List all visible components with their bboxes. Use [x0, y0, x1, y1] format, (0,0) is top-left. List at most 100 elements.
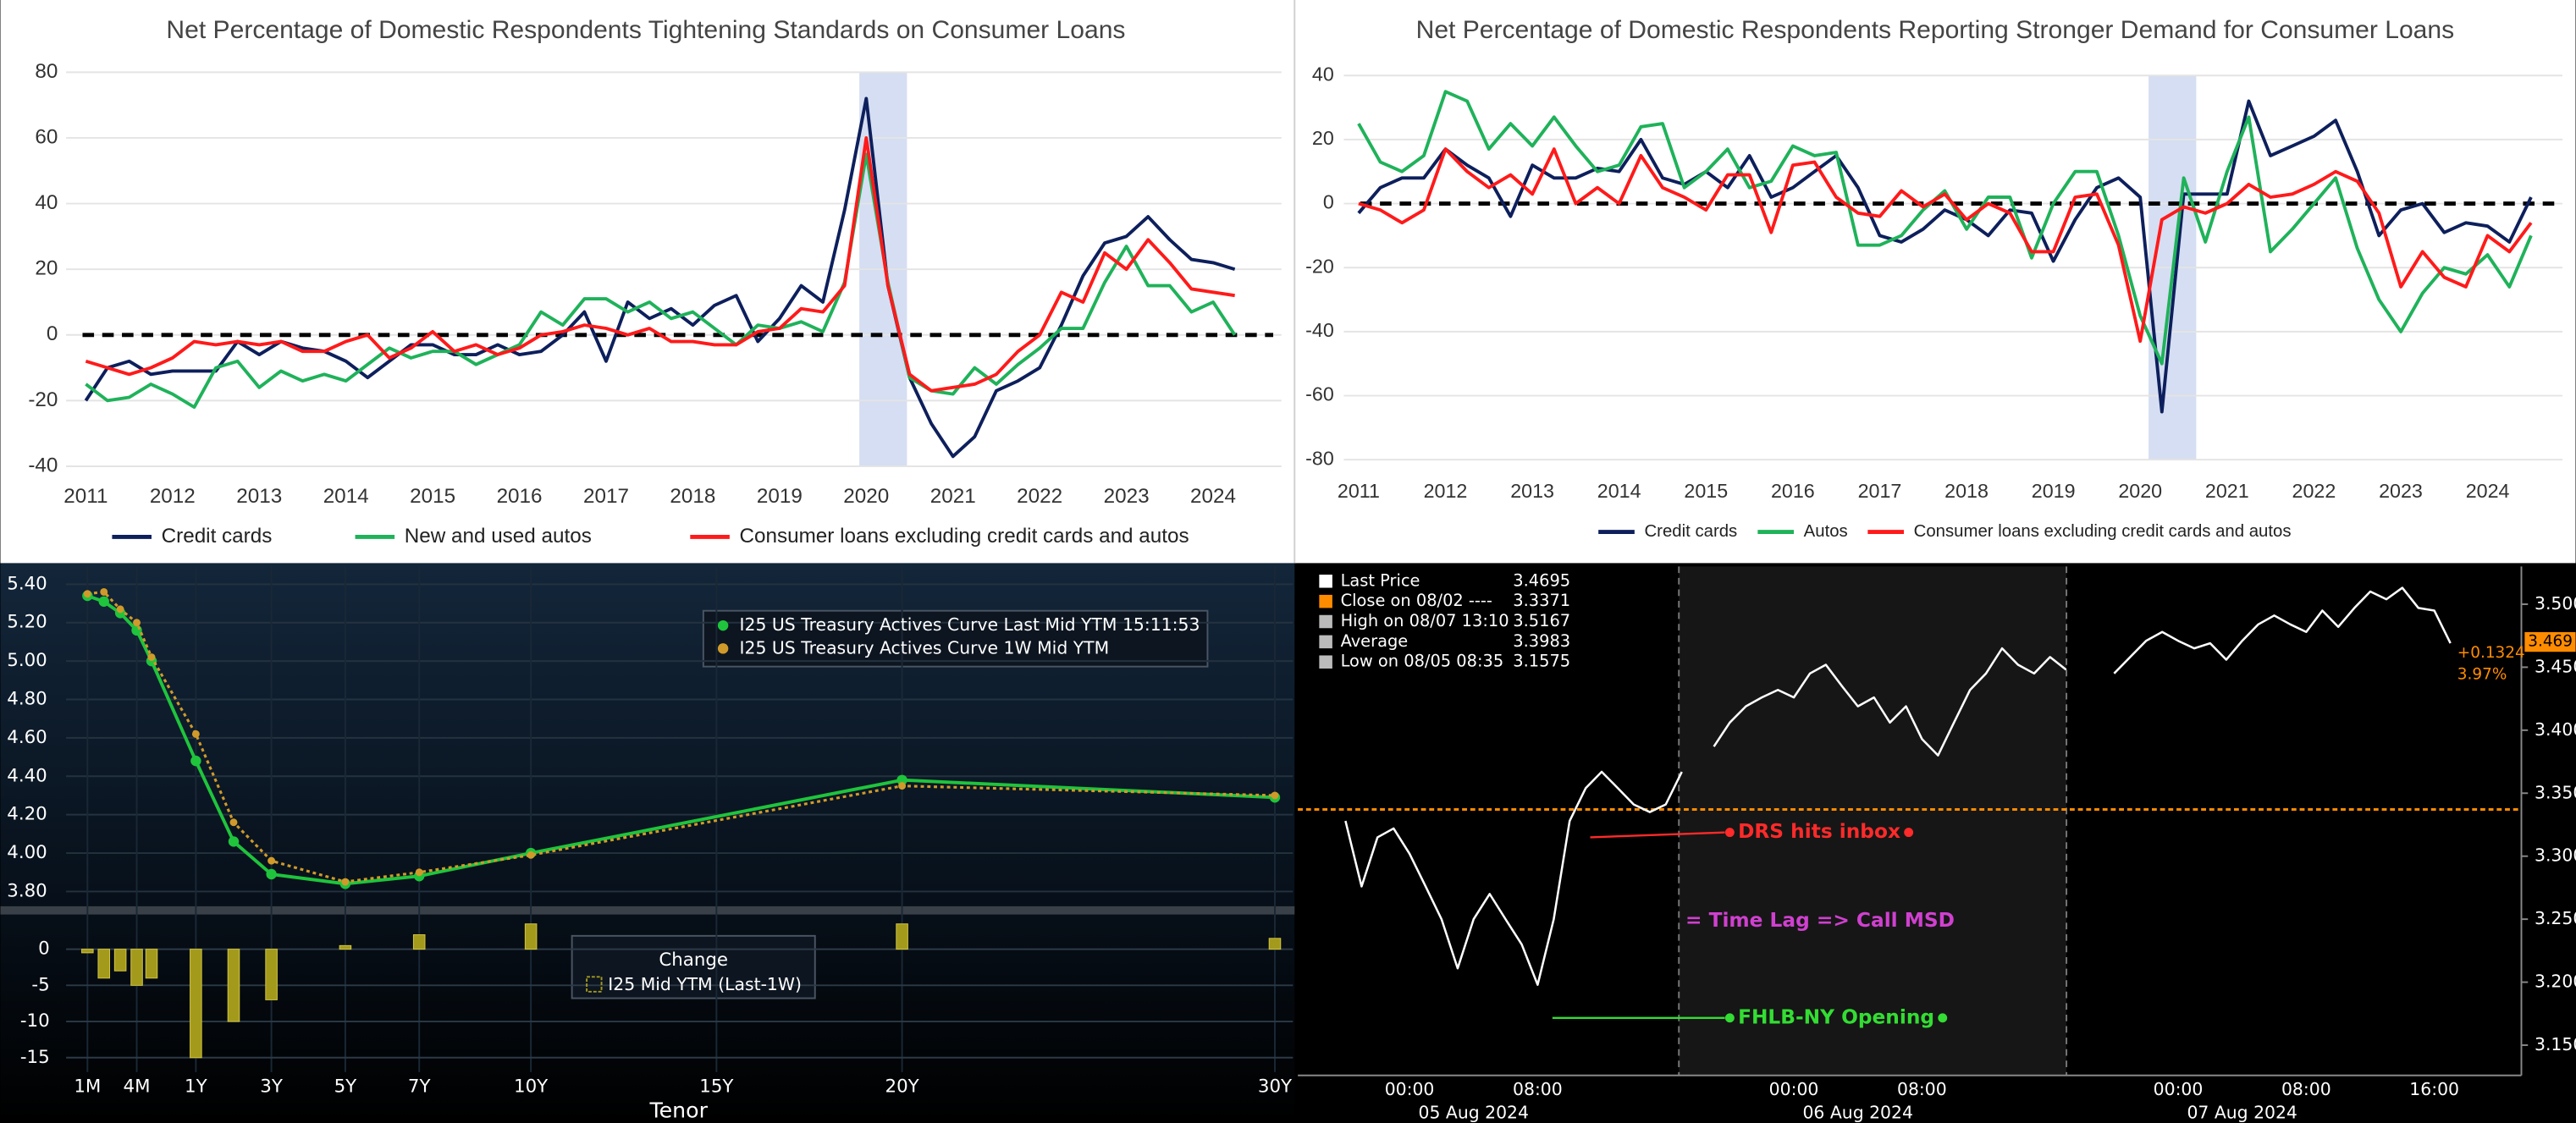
x-tick-label: 2017 — [1858, 480, 1902, 502]
y-tick-label: 3.500 — [2535, 593, 2576, 614]
point — [1271, 791, 1279, 800]
point — [147, 653, 156, 662]
bar — [1268, 938, 1282, 950]
x-tick-label: 08:00 — [1897, 1079, 1947, 1099]
bar — [524, 923, 538, 950]
y-tick-label: -15 — [20, 1047, 50, 1068]
legend-label: Credit cards — [1644, 522, 1737, 541]
y-tick-label: 3.80 — [7, 880, 47, 901]
chart-title: Net Percentage of Domestic Respondents T… — [166, 16, 1125, 44]
y-tick-label: 5.00 — [7, 650, 47, 671]
y-tick-label: 20 — [35, 257, 58, 280]
x-tick-label: 20Y — [885, 1076, 920, 1097]
legend-value: 3.5167 — [1513, 611, 1570, 630]
x-tick-label: 2015 — [410, 485, 455, 508]
legend-label: High on 08/07 13:10 — [1341, 611, 1509, 630]
x-tick-label: 2016 — [497, 485, 543, 508]
point — [98, 596, 109, 607]
annotation: DRS hits inbox — [1738, 820, 1900, 843]
point — [116, 605, 124, 614]
y-tick-label: -20 — [28, 388, 58, 411]
annotation: = Time Lag => Call MSD — [1685, 909, 1955, 932]
y-tick-label: 0 — [38, 939, 50, 960]
x-tick-label: 2012 — [150, 485, 196, 508]
point — [229, 818, 238, 827]
point — [341, 878, 350, 886]
x-tick-label: 4M — [124, 1076, 151, 1097]
legend-label: Credit cards — [162, 525, 273, 548]
point — [228, 836, 240, 847]
point — [266, 868, 277, 880]
top-background — [0, 0, 2576, 564]
point — [898, 782, 907, 790]
point — [896, 774, 907, 786]
panel-separator — [0, 906, 1295, 915]
legend-swatch — [1319, 635, 1332, 649]
bar — [113, 949, 127, 972]
bar — [265, 949, 278, 1000]
y-tick-label: 0 — [1323, 191, 1334, 213]
y-tick-label: -5 — [31, 974, 49, 995]
point — [190, 755, 201, 767]
series-line — [1713, 647, 2067, 757]
date-label: 05 Aug 2024 — [1419, 1102, 1529, 1122]
y-tick-label: 60 — [35, 125, 58, 148]
x-tick-label: 08:00 — [1513, 1079, 1563, 1099]
x-tick-label: 2021 — [2205, 480, 2249, 502]
annotation-arrow — [1590, 831, 1725, 839]
y-tick-label: 0 — [47, 322, 58, 345]
x-tick-label: 2011 — [63, 485, 108, 508]
x-tick-label: 08:00 — [2281, 1079, 2331, 1099]
chart-title: Net Percentage of Domestic Respondents R… — [1416, 16, 2455, 44]
legend-label: I25 Mid YTM (Last-1W) — [608, 974, 802, 994]
x-tick-label: 5Y — [334, 1076, 358, 1097]
x-tick-label: 2019 — [2032, 480, 2076, 502]
y-tick-label: -40 — [28, 454, 58, 476]
annotation-dot — [1904, 828, 1914, 838]
x-tick-label: 2017 — [583, 485, 629, 508]
bar — [412, 934, 426, 950]
series-line — [85, 136, 1235, 393]
legend-swatch — [717, 619, 729, 631]
y-tick-label: 4.20 — [7, 804, 47, 825]
x-tick-label: 2019 — [757, 485, 803, 508]
legend-value: 3.3983 — [1513, 631, 1570, 651]
point — [527, 851, 535, 859]
x-tick-label: 15Y — [699, 1076, 734, 1097]
last-price-tag — [2524, 631, 2576, 652]
y-tick-label: 3.150 — [2535, 1034, 2576, 1054]
x-tick-label: 2012 — [1424, 480, 1468, 502]
legend-value: 3.1575 — [1513, 652, 1570, 671]
y-tick-label: 4.80 — [7, 689, 47, 710]
legend-label: I25 US Treasury Actives Curve Last Mid Y… — [740, 614, 1200, 635]
legend-swatch — [1319, 594, 1332, 608]
x-tick-label: 2022 — [1017, 485, 1062, 508]
x-tick-label: 30Y — [1258, 1076, 1293, 1097]
x-tick-label: 2013 — [236, 485, 282, 508]
bar — [896, 923, 908, 950]
legend-label: Last Price — [1341, 570, 1420, 590]
legend-swatch — [1319, 614, 1332, 629]
session-background — [1679, 566, 2067, 1076]
date-label: 07 Aug 2024 — [2187, 1102, 2297, 1122]
y-tick-label: 80 — [35, 60, 58, 83]
point — [268, 856, 276, 865]
x-tick-label: 1M — [74, 1076, 101, 1097]
x-tick-label: 2022 — [2292, 480, 2336, 502]
y-tick-label: 20 — [1312, 127, 1334, 149]
y-tick-label: 3.200 — [2535, 972, 2576, 992]
bar — [81, 949, 94, 954]
y-tick-label: 4.60 — [7, 727, 47, 748]
point — [100, 587, 108, 596]
x-tick-label: 2016 — [1771, 480, 1815, 502]
x-tick-label: 3Y — [260, 1076, 284, 1097]
bar — [227, 949, 240, 1022]
x-tick-label: 16:00 — [2409, 1079, 2459, 1099]
x-axis-title: Tenor — [649, 1098, 709, 1122]
x-tick-label: 7Y — [408, 1076, 432, 1097]
legend-box — [702, 609, 1209, 668]
x-tick-label: 2024 — [1190, 485, 1236, 508]
y-tick-label: -10 — [20, 1010, 50, 1032]
